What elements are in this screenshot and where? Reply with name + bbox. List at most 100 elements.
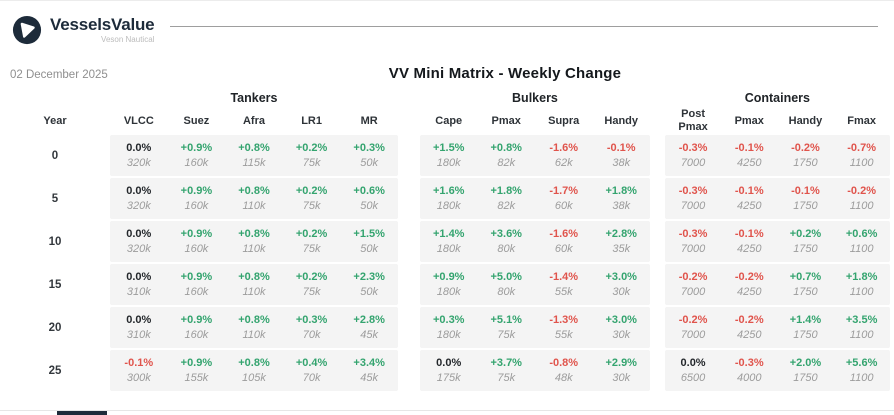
group-gap: [650, 350, 665, 391]
year-cell: 15: [48, 278, 62, 291]
absolute-value: 30k: [612, 286, 631, 298]
pct-change-value: +1.8%: [605, 185, 637, 197]
data-cell: +3.4% 45k: [340, 350, 398, 391]
group-title-containers: Containers: [744, 91, 810, 105]
group-gap: [398, 264, 420, 305]
pct-change-value: -0.2%: [791, 142, 820, 154]
data-cell: +3.0% 30k: [592, 307, 650, 348]
pct-change-value: +5.1%: [490, 314, 522, 326]
absolute-value: 35k: [612, 243, 631, 255]
pct-change-value: +2.0%: [789, 357, 822, 369]
data-cell: -0.3% 7000: [664, 178, 722, 219]
data-cell: +5.6% 1100: [833, 350, 890, 391]
data-cell: +0.4% 70k: [282, 350, 341, 391]
group-gap: [398, 107, 420, 135]
absolute-value: 45k: [360, 372, 379, 384]
absolute-value: 1750: [793, 157, 818, 169]
pct-change-value: +0.8%: [238, 357, 270, 369]
absolute-value: 30k: [612, 372, 631, 384]
absolute-value: 1100: [849, 200, 874, 212]
pct-change-value: +0.8%: [238, 142, 270, 154]
data-cell: -1.4% 55k: [534, 264, 593, 305]
column-header-pmax: Pmax: [734, 114, 764, 127]
pct-change-value: -0.1%: [791, 185, 820, 197]
absolute-value: 50k: [360, 286, 379, 298]
data-cell: +1.8% 1100: [833, 264, 890, 305]
pct-change-value: 0.0%: [126, 142, 152, 154]
pct-change-value: +0.9%: [180, 142, 213, 154]
group-title-tankers: Tankers: [230, 91, 278, 105]
pct-change-value: -0.1%: [124, 357, 154, 369]
pct-change-value: +1.5%: [432, 142, 465, 154]
absolute-value: 60k: [554, 200, 573, 212]
pct-change-value: -0.1%: [734, 228, 764, 240]
pct-change-value: +0.2%: [295, 142, 328, 154]
pct-change-value: +0.9%: [180, 314, 213, 326]
data-cell: -1.6% 60k: [534, 221, 593, 262]
pct-change-value: +5.0%: [490, 271, 522, 283]
absolute-value: 45k: [360, 329, 379, 341]
absolute-value: 7000: [680, 243, 706, 255]
pct-change-value: +0.9%: [180, 271, 213, 283]
absolute-value: 320k: [126, 200, 151, 212]
pct-change-value: -1.3%: [549, 314, 579, 326]
absolute-value: 4250: [737, 329, 762, 341]
brand-name: VesselsValue: [50, 14, 155, 34]
pct-change-value: -0.3%: [734, 357, 764, 369]
pct-change-value: +0.7%: [789, 271, 822, 283]
column-header-fmax: Fmax: [847, 114, 876, 127]
data-cell: -0.1% 4250: [721, 178, 778, 219]
group-gap: [398, 135, 420, 176]
data-cell: +0.2% 1750: [777, 221, 834, 262]
data-cell: -0.2% 7000: [664, 307, 722, 348]
data-cell: +2.8% 45k: [340, 307, 398, 348]
data-cell: +0.6% 50k: [340, 178, 398, 219]
data-cell: +0.9% 160k: [167, 135, 226, 176]
data-cell: +0.9% 160k: [167, 178, 226, 219]
absolute-value: 38k: [612, 157, 631, 169]
pct-change-value: -0.1%: [606, 142, 636, 154]
pct-change-value: 0.0%: [126, 185, 152, 197]
column-header-row: Year VLCC Suez Afra LR1 MR Cape Pmax Supra Handy P…: [0, 107, 894, 135]
data-cell: 0.0% 310k: [110, 307, 168, 348]
absolute-value: 1100: [849, 157, 874, 169]
pct-change-value: +0.9%: [180, 228, 213, 240]
group-gap: [650, 107, 665, 135]
absolute-value: 320k: [126, 157, 151, 169]
pct-change-value: +5.6%: [845, 357, 878, 369]
pct-change-value: +2.3%: [353, 271, 385, 283]
pct-change-value: -0.3%: [678, 228, 708, 240]
pct-change-value: -0.2%: [734, 271, 764, 283]
data-cell: +0.8% 82k: [477, 135, 535, 176]
data-cell: +2.9% 30k: [592, 350, 650, 391]
data-cell: -0.2% 1100: [833, 178, 890, 219]
absolute-value: 110k: [242, 286, 266, 298]
pct-change-value: +2.9%: [605, 357, 637, 369]
data-cell: +0.9% 160k: [167, 307, 226, 348]
pct-change-value: -0.3%: [678, 185, 708, 197]
absolute-value: 155k: [184, 372, 209, 384]
column-header-cape: Cape: [435, 114, 463, 127]
absolute-value: 48k: [554, 372, 573, 384]
absolute-value: 7000: [680, 200, 706, 212]
absolute-value: 1750: [793, 286, 818, 298]
year-row-15: 15 0.0% 310k +0.9% 160k +0.8% 110k +0.2% 75k +2.3…: [0, 264, 894, 305]
year-cell: 25: [48, 364, 62, 377]
absolute-value: 50k: [360, 157, 379, 169]
absolute-value: 160k: [184, 243, 209, 255]
pct-change-value: 0.0%: [126, 271, 152, 283]
data-cell: +1.4% 180k: [419, 221, 478, 262]
pct-change-value: -0.8%: [549, 357, 579, 369]
data-cell: +1.5% 180k: [419, 135, 478, 176]
report-date: 02 December 2025: [10, 69, 108, 81]
pct-change-value: +0.9%: [432, 271, 465, 283]
brand-text: VesselsValue Veson Nautical: [50, 14, 155, 44]
data-cell: +0.7% 1750: [777, 264, 834, 305]
data-cell: +2.3% 50k: [340, 264, 398, 305]
data-cell: +0.3% 180k: [419, 307, 478, 348]
data-cell: +0.8% 105k: [225, 350, 283, 391]
footer-divider-line: [0, 410, 894, 411]
data-cell: +0.9% 160k: [167, 221, 226, 262]
data-cell: -1.6% 62k: [534, 135, 593, 176]
group-gap: [650, 264, 665, 305]
